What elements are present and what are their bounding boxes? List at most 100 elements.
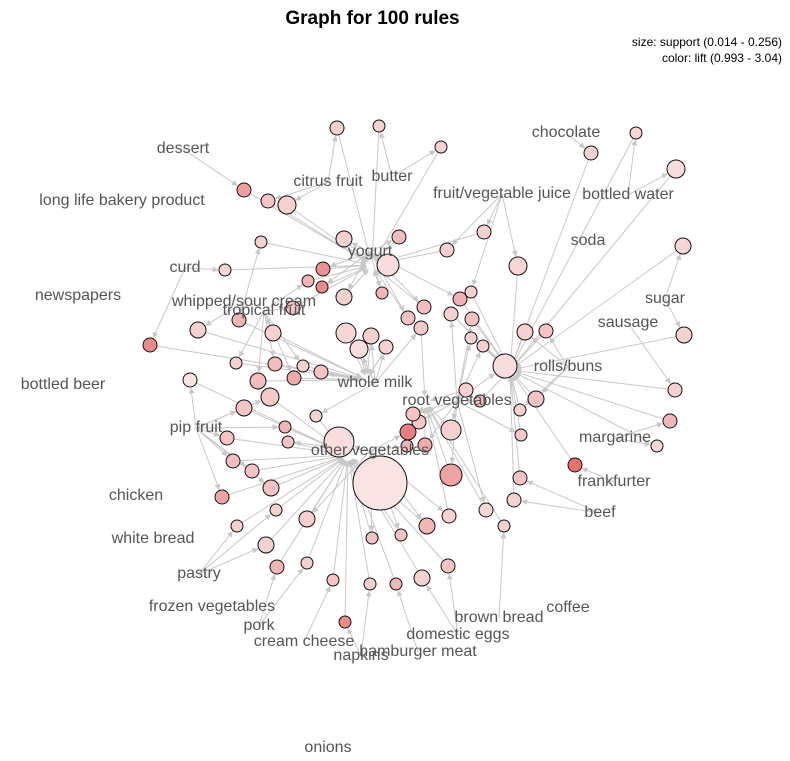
edge-out xyxy=(236,457,344,527)
item-label-onions: onions xyxy=(304,739,351,756)
rule-node xyxy=(231,312,247,328)
rule-node xyxy=(352,455,408,511)
edge-in xyxy=(369,251,405,312)
rule-node xyxy=(189,321,207,339)
rule-node xyxy=(301,274,315,288)
rule-node xyxy=(365,531,379,545)
edge-in xyxy=(379,132,393,178)
rule-node xyxy=(230,519,244,533)
edge-in xyxy=(238,310,265,358)
item-label-fruit-vegetable-juice: fruit/vegetable juice xyxy=(433,185,571,202)
edge-out xyxy=(306,460,347,564)
rule-node xyxy=(394,528,408,542)
edge-out xyxy=(260,241,367,266)
edge-in xyxy=(446,573,459,636)
edge-in xyxy=(627,322,671,384)
rule-node xyxy=(417,437,433,453)
item-label-beef: beef xyxy=(584,504,616,521)
rule-node xyxy=(363,577,377,591)
edge-in xyxy=(312,450,371,513)
edge-in xyxy=(369,251,382,287)
item-label-other-vegetables: other vegetables xyxy=(311,442,429,459)
edge-out xyxy=(265,458,345,546)
item-label-white-bread: white bread xyxy=(111,530,195,547)
edge-out xyxy=(307,264,367,282)
edge-in xyxy=(195,424,279,431)
edge-out xyxy=(189,379,344,453)
rule-node xyxy=(666,159,686,179)
edge-in xyxy=(456,400,516,433)
rule-node xyxy=(335,288,353,306)
edge-in xyxy=(664,298,681,328)
edge-in xyxy=(369,435,401,452)
item-label-whipped-sour-cream: whipped/sour cream xyxy=(171,293,316,310)
item-label-pip-fruit: pip fruit xyxy=(170,419,223,436)
rule-node xyxy=(476,339,490,353)
edge-in xyxy=(429,400,458,440)
edge-in xyxy=(188,387,197,429)
rule-node xyxy=(296,359,310,373)
item-label-pastry: pastry xyxy=(177,565,221,582)
rule-node xyxy=(405,406,421,422)
edge-in xyxy=(263,284,303,312)
edge-out xyxy=(321,266,368,288)
rule-node xyxy=(440,419,462,441)
edge-in xyxy=(329,251,371,268)
rule-node xyxy=(399,423,417,441)
edge-out xyxy=(507,265,519,365)
legend-color: color: lift (0.993 - 3.04) xyxy=(661,51,782,65)
edge-out xyxy=(293,376,362,383)
item-label-margarine: margarine xyxy=(579,429,651,446)
rule-node xyxy=(214,489,230,505)
item-label-tropical-fruit: tropical fruit xyxy=(223,302,306,319)
rule-node xyxy=(439,242,455,258)
rule-node xyxy=(300,556,314,570)
item-label-yogurt: yogurt xyxy=(348,243,393,260)
rule-node xyxy=(235,399,253,417)
edge-out xyxy=(257,377,362,384)
rule-node xyxy=(516,323,534,341)
rule-node xyxy=(244,463,260,479)
rule-node xyxy=(527,390,545,408)
item-labels: whole milk other vegetables root vegetable… xyxy=(21,124,686,756)
edge-in xyxy=(184,266,219,273)
edge-in xyxy=(263,306,286,313)
item-label-soda: soda xyxy=(571,232,606,249)
edge-in xyxy=(526,480,601,514)
rule-node xyxy=(315,261,331,277)
rule-node xyxy=(513,403,527,417)
item-label-curd: curd xyxy=(169,259,200,276)
rule-node xyxy=(313,364,329,380)
item-label-root-vegetables: root vegetables xyxy=(402,392,511,409)
edge-in xyxy=(205,301,245,326)
edge-in xyxy=(198,531,234,575)
chart-title: Graph for 100 rules xyxy=(285,8,460,29)
edge-in xyxy=(451,400,458,420)
rule-node xyxy=(439,463,463,487)
edge-in xyxy=(239,301,246,313)
rule-node xyxy=(225,453,241,469)
edge-in xyxy=(347,627,362,657)
edge-in xyxy=(195,427,220,437)
edge-out xyxy=(221,455,343,498)
edge-out xyxy=(514,245,684,367)
edge-out xyxy=(459,298,507,366)
rule-node xyxy=(309,409,323,423)
edge-in xyxy=(391,150,436,178)
rule-node xyxy=(278,420,292,434)
item-label-rolls-buns: rolls/buns xyxy=(534,358,602,375)
edge-in xyxy=(448,321,458,402)
rule-node xyxy=(443,306,459,322)
rule-node xyxy=(413,569,431,587)
rule-node xyxy=(249,372,267,390)
rule-node xyxy=(362,327,380,345)
edge-in xyxy=(263,310,300,361)
rule-node xyxy=(458,382,474,398)
rule-node xyxy=(497,519,511,533)
rule-node xyxy=(567,457,583,473)
rule-node xyxy=(492,353,518,379)
rule-node xyxy=(413,320,429,336)
rule-node xyxy=(650,439,664,453)
rule-node xyxy=(257,536,275,554)
edge-out xyxy=(514,372,658,447)
